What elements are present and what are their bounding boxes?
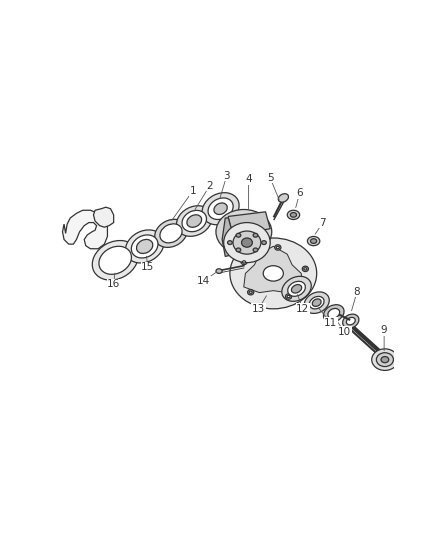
Ellipse shape: [243, 261, 246, 263]
Text: 8: 8: [354, 287, 360, 297]
Ellipse shape: [288, 281, 305, 296]
Ellipse shape: [286, 294, 292, 299]
Ellipse shape: [376, 353, 393, 367]
Text: 13: 13: [252, 304, 265, 314]
Ellipse shape: [263, 265, 283, 281]
Ellipse shape: [323, 305, 344, 322]
Polygon shape: [244, 246, 303, 293]
Text: 1: 1: [189, 186, 196, 196]
Ellipse shape: [216, 269, 222, 273]
Ellipse shape: [307, 237, 320, 246]
Ellipse shape: [282, 276, 311, 301]
Ellipse shape: [372, 349, 398, 370]
Text: 12: 12: [296, 304, 309, 314]
Text: 15: 15: [141, 262, 154, 272]
Ellipse shape: [346, 317, 355, 325]
Polygon shape: [222, 218, 233, 256]
Text: 6: 6: [297, 188, 303, 198]
Ellipse shape: [275, 245, 281, 250]
Ellipse shape: [381, 357, 389, 363]
Text: 16: 16: [107, 279, 120, 289]
Ellipse shape: [287, 295, 290, 297]
Ellipse shape: [236, 248, 241, 252]
Ellipse shape: [131, 235, 158, 258]
Text: 14: 14: [197, 276, 210, 286]
Ellipse shape: [160, 224, 182, 243]
Polygon shape: [93, 207, 113, 227]
Ellipse shape: [187, 215, 201, 227]
Ellipse shape: [276, 246, 279, 248]
Ellipse shape: [249, 291, 252, 293]
Text: 4: 4: [245, 174, 252, 184]
Text: 9: 9: [381, 325, 388, 335]
Ellipse shape: [155, 220, 187, 247]
Text: 3: 3: [223, 171, 230, 181]
Text: 7: 7: [320, 217, 326, 228]
Ellipse shape: [233, 231, 261, 254]
Ellipse shape: [302, 266, 308, 271]
Ellipse shape: [312, 299, 321, 306]
Ellipse shape: [214, 203, 227, 214]
Text: 11: 11: [324, 318, 337, 328]
Ellipse shape: [241, 238, 252, 247]
Ellipse shape: [291, 285, 302, 293]
Ellipse shape: [278, 193, 289, 202]
Text: 2: 2: [206, 181, 213, 191]
Ellipse shape: [228, 241, 232, 245]
Ellipse shape: [224, 223, 270, 263]
Ellipse shape: [253, 248, 258, 252]
Ellipse shape: [99, 246, 131, 274]
Ellipse shape: [328, 309, 339, 318]
Text: 10: 10: [338, 327, 351, 337]
Ellipse shape: [241, 259, 247, 264]
Ellipse shape: [290, 213, 297, 217]
Ellipse shape: [309, 296, 324, 309]
Ellipse shape: [177, 206, 212, 236]
Ellipse shape: [304, 268, 307, 270]
Ellipse shape: [125, 230, 164, 263]
Ellipse shape: [137, 239, 153, 254]
Polygon shape: [63, 210, 107, 249]
Ellipse shape: [304, 292, 329, 313]
Ellipse shape: [247, 289, 254, 295]
Ellipse shape: [216, 209, 272, 254]
Polygon shape: [228, 212, 270, 235]
Ellipse shape: [261, 241, 266, 245]
Ellipse shape: [287, 210, 300, 220]
Ellipse shape: [236, 233, 241, 237]
Ellipse shape: [343, 314, 359, 328]
Ellipse shape: [253, 233, 258, 237]
Text: 5: 5: [267, 173, 273, 183]
Ellipse shape: [208, 198, 233, 220]
Ellipse shape: [182, 211, 206, 232]
Ellipse shape: [92, 240, 138, 280]
Ellipse shape: [311, 239, 317, 244]
Ellipse shape: [230, 238, 317, 309]
Ellipse shape: [202, 192, 239, 225]
